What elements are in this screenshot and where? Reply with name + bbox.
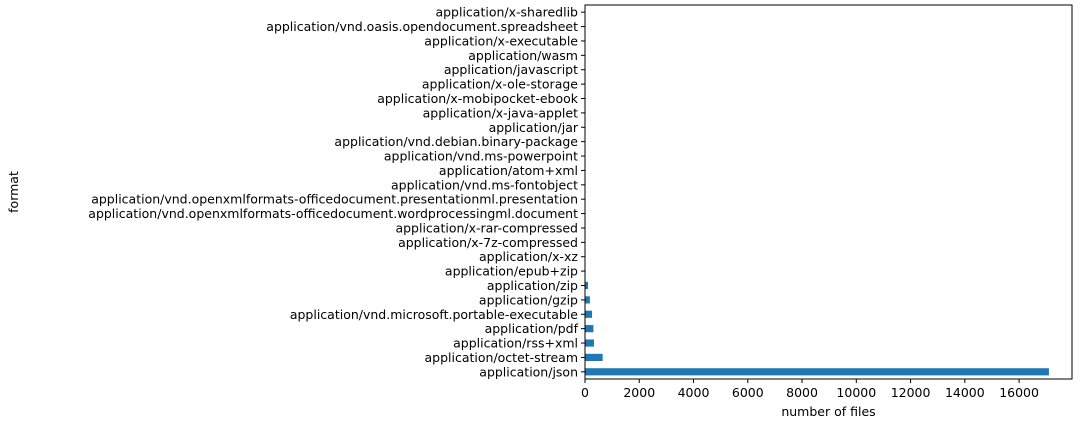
- x-tick-label: 6000: [732, 385, 764, 400]
- y-tick-label: application/x-ole-storage: [422, 77, 578, 92]
- y-tick-label: application/x-7z-compressed: [398, 235, 578, 250]
- y-tick-label: application/vnd.openxmlformats-officedoc…: [88, 206, 578, 221]
- bar: [585, 296, 590, 304]
- y-tick-label: application/gzip: [479, 292, 578, 307]
- y-tick-label: application/zip: [487, 278, 578, 293]
- y-tick-label: application/jar: [489, 120, 579, 135]
- y-tick-label: application/x-sharedlib: [435, 5, 578, 20]
- bar: [585, 368, 1049, 376]
- x-tick-label: 16000: [999, 385, 1039, 400]
- bar: [585, 310, 593, 318]
- x-tick-label: 4000: [678, 385, 710, 400]
- y-tick-label: application/vnd.oasis.opendocument.sprea…: [266, 19, 578, 34]
- y-tick-label: application/javascript: [444, 62, 578, 77]
- bar: [585, 325, 594, 333]
- bar: [585, 353, 603, 362]
- y-tick-label: application/vnd.microsoft.portable-execu…: [290, 307, 578, 322]
- y-axis-ticks: application/jsonapplication/octet-stream…: [88, 5, 585, 379]
- bar: [585, 281, 588, 290]
- y-tick-label: application/vnd.openxmlformats-officedoc…: [91, 192, 578, 207]
- y-tick-label: application/x-mobipocket-ebook: [377, 91, 579, 106]
- y-tick-label: application/x-executable: [424, 33, 578, 48]
- x-axis-ticks: 0 2000 4000 6000 8000 10000 12000 14000 16000: [581, 379, 1039, 400]
- x-tick-label: 0: [581, 385, 589, 400]
- x-tick-label: 10000: [836, 385, 876, 400]
- y-tick-label: application/vnd.ms-fontobject: [391, 177, 578, 192]
- x-tick-label: 14000: [945, 385, 985, 400]
- bar: [585, 339, 594, 347]
- y-tick-label: application/vnd.ms-powerpoint: [384, 149, 578, 164]
- y-tick-label: application/json: [479, 364, 578, 379]
- x-tick-label: 8000: [786, 385, 818, 400]
- plot-frame: [584, 4, 1073, 380]
- y-tick-label: application/wasm: [468, 48, 578, 63]
- y-tick-label: application/vnd.debian.binary-package: [334, 134, 578, 149]
- x-tick-label: 2000: [623, 385, 655, 400]
- y-tick-label: application/octet-stream: [425, 350, 579, 365]
- x-tick-label: 12000: [891, 385, 931, 400]
- y-tick-label: application/epub+zip: [445, 264, 578, 279]
- x-axis-title: number of files: [781, 404, 875, 419]
- y-tick-label: application/pdf: [485, 321, 579, 336]
- y-tick-label: application/atom+xml: [439, 163, 578, 178]
- y-tick-label: application/x-rar-compressed: [395, 220, 578, 235]
- y-tick-label: application/rss+xml: [453, 336, 578, 351]
- y-tick-label: application/x-java-applet: [423, 105, 578, 120]
- y-tick-label: application/x-xz: [479, 249, 578, 264]
- y-axis-title: format: [6, 171, 21, 213]
